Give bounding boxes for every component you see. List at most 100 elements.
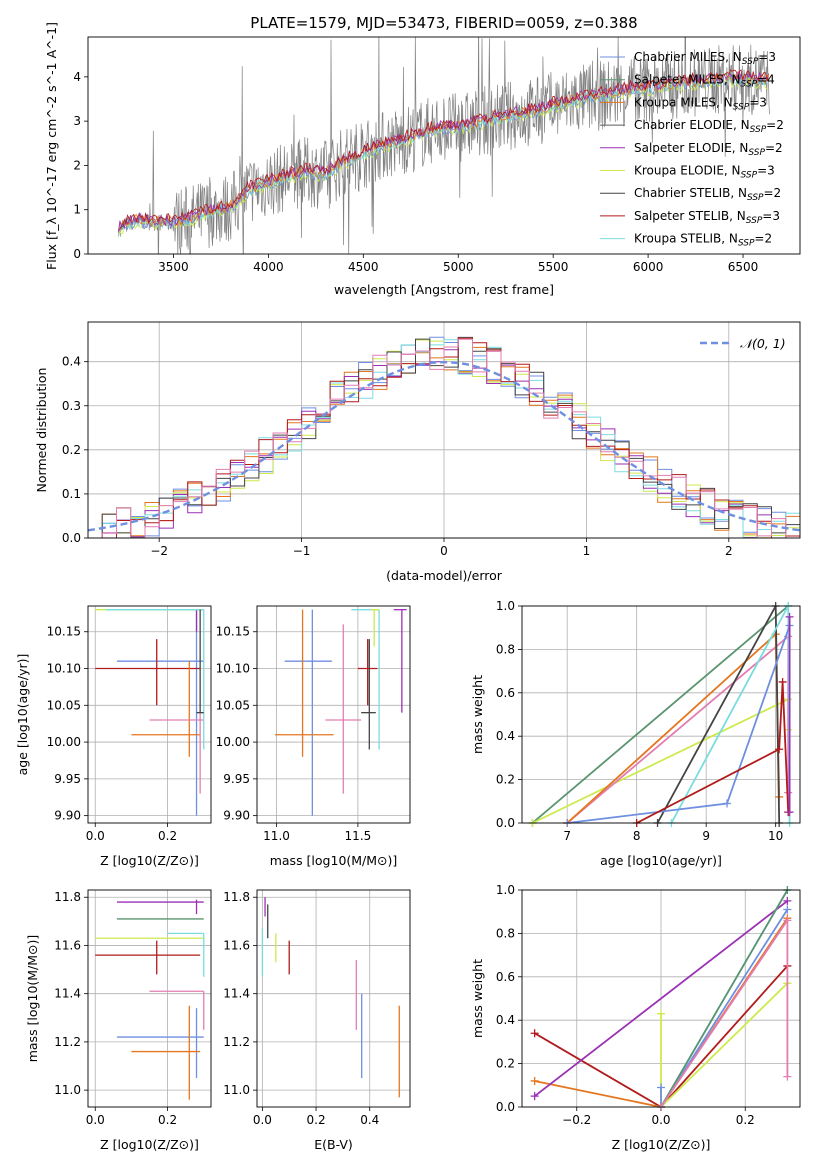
x-tick-label: 0.2	[158, 829, 177, 843]
cumulative-line	[534, 965, 789, 1107]
model-line	[118, 69, 769, 231]
legend-label: Chabrier MILES, NSSP=3	[634, 50, 776, 67]
x-axis-label: wavelength [Angstrom, rest frame]	[334, 282, 554, 297]
cumulative-line	[534, 900, 788, 1097]
y-tick-label: 0.4	[496, 729, 515, 743]
axes-frame	[87, 321, 801, 539]
y-tick-label: 11.0	[54, 1083, 81, 1097]
plus-marker	[785, 808, 794, 817]
y-tick-label: 9.95	[54, 772, 81, 786]
cumulative-line	[660, 982, 789, 1107]
x-axis-label: Z [log10(Z/Z⊙)]	[612, 1137, 711, 1152]
x-tick-label: 0.2	[736, 1113, 755, 1127]
plus-marker	[530, 1029, 539, 1038]
x-tick-label: 0.0	[651, 1113, 670, 1127]
axes-frame	[256, 605, 411, 824]
x-tick-label: 0.2	[158, 1113, 177, 1127]
axes-frame	[87, 36, 801, 255]
normal-curve	[88, 360, 800, 532]
y-tick-label: 11.4	[54, 987, 81, 1001]
cumulative-line	[531, 606, 789, 823]
y-tick-label: 11.2	[54, 1035, 81, 1049]
plus-marker	[778, 677, 787, 686]
cumulative-line	[532, 697, 790, 823]
cumulative-line	[656, 606, 781, 823]
x-tick-label: 0	[440, 544, 448, 558]
y-tick-label: 9.90	[223, 809, 250, 823]
x-tick-label: 0.0	[253, 1113, 272, 1127]
legend-label: Kroupa STELIB, NSSP=2	[634, 232, 772, 249]
y-tick-label: 10.15	[216, 625, 250, 639]
x-axis-label: Z [log10(Z/Z⊙)]	[100, 1137, 199, 1152]
y-tick-label: 1.0	[496, 599, 515, 613]
data-spectrum-line	[119, 37, 770, 254]
y-tick-label: 0.4	[62, 355, 81, 369]
x-tick-label: 0.2	[307, 1113, 326, 1127]
panel-mass_vs_Z: 0.0 0.2 11.0 11.2 11.4 11.6 11.8 Z [log10(Z/Z⊙)…	[25, 889, 212, 1152]
y-tick-label: 10.10	[216, 662, 250, 676]
y-tick-label: 11.4	[223, 987, 250, 1001]
y-tick-label: 11.6	[223, 938, 250, 952]
y-tick-label: 0.4	[496, 1013, 515, 1027]
panel-mass_vs_ebv: 0.0 0.2 0.4 11.0 11.2 11.4 11.6 11.8 E(B-V)	[223, 889, 411, 1152]
y-tick-label: 2	[73, 158, 81, 172]
y-tick-label: 0.2	[62, 443, 81, 457]
x-axis-label: mass [log10(M/M⊙)]	[270, 853, 398, 868]
legend: Chabrier MILES, NSSP=3 Salpeter MILES, NS…	[600, 50, 784, 249]
y-axis-label: mass weight	[470, 959, 485, 1038]
panel-residuals: −2 −1 0 1 2 0.0 0.1 0.2 0.3 0.4 𝒩(0, 1) (data-model…	[34, 321, 801, 583]
y-axis-label: Flux [f_λ 10^-17 erg cm^-2 s^-1 A^-1]	[44, 22, 59, 270]
x-tick-label: 3500	[158, 260, 189, 274]
x-axis-label: Z [log10(Z/Z⊙)]	[100, 853, 199, 868]
y-tick-label: 4	[73, 70, 81, 84]
y-tick-label: 0.6	[496, 686, 515, 700]
plus-marker	[785, 612, 794, 621]
plus-marker	[530, 1092, 539, 1101]
plus-marker	[783, 916, 792, 925]
x-tick-label: 4000	[253, 260, 284, 274]
x-tick-label: 11.5	[345, 829, 372, 843]
x-axis-label: (data-model)/error	[386, 568, 503, 583]
y-tick-label: 0.8	[496, 926, 515, 940]
y-tick-label: 9.90	[54, 809, 81, 823]
x-axis-label: E(B-V)	[314, 1137, 353, 1152]
y-tick-label: 10.00	[47, 735, 81, 749]
x-axis-label: age [log10(age/yr)]	[600, 853, 722, 868]
y-tick-label: 0.3	[62, 399, 81, 413]
panel-age_vs_Z: 0.0 0.2 9.90 9.95 10.00 10.05 10.10 10.15 Z [log…	[15, 605, 212, 868]
y-tick-label: 0.0	[496, 816, 515, 830]
y-tick-label: 1	[73, 203, 81, 217]
cumulative-line	[636, 681, 790, 823]
x-tick-label: 1	[583, 544, 591, 558]
y-axis-label: mass [log10(M/M⊙)]	[25, 935, 40, 1063]
legend-label: Salpeter MILES, NSSP=4	[634, 73, 775, 90]
legend-label: Kroupa MILES, NSSP=3	[634, 95, 767, 112]
x-tick-label: −2	[150, 544, 168, 558]
cumulative-line	[660, 909, 789, 1107]
x-tick-label: 0.4	[360, 1113, 379, 1127]
chart-title: PLATE=1579, MJD=53473, FIBERID=0059, z=0…	[250, 14, 637, 32]
x-tick-label: 10	[768, 829, 783, 843]
plus-marker	[657, 1009, 665, 1018]
x-tick-label: 8	[633, 829, 641, 843]
y-tick-label: 3	[73, 114, 81, 128]
y-axis-label: Normed distribution	[34, 368, 49, 493]
y-tick-label: 11.0	[223, 1083, 250, 1097]
plus-marker	[723, 799, 732, 808]
y-tick-label: 10.00	[216, 735, 250, 749]
legend-label: Kroupa ELODIE, NSSP=3	[634, 164, 775, 181]
y-tick-label: 11.8	[54, 890, 81, 904]
y-tick-label: 0.2	[496, 773, 515, 787]
y-tick-label: 11.2	[223, 1035, 250, 1049]
x-tick-label: 5000	[443, 260, 474, 274]
plus-marker	[775, 745, 784, 754]
legend-label: 𝒩(0, 1)	[740, 336, 786, 351]
cumulative-line	[660, 890, 789, 1107]
x-tick-label: 6500	[728, 260, 759, 274]
x-tick-label: 5500	[538, 260, 569, 274]
axes-frame	[521, 605, 801, 824]
y-tick-label: 0.8	[496, 642, 515, 656]
y-axis-label: mass weight	[470, 675, 485, 754]
y-tick-label: 0.1	[62, 487, 81, 501]
